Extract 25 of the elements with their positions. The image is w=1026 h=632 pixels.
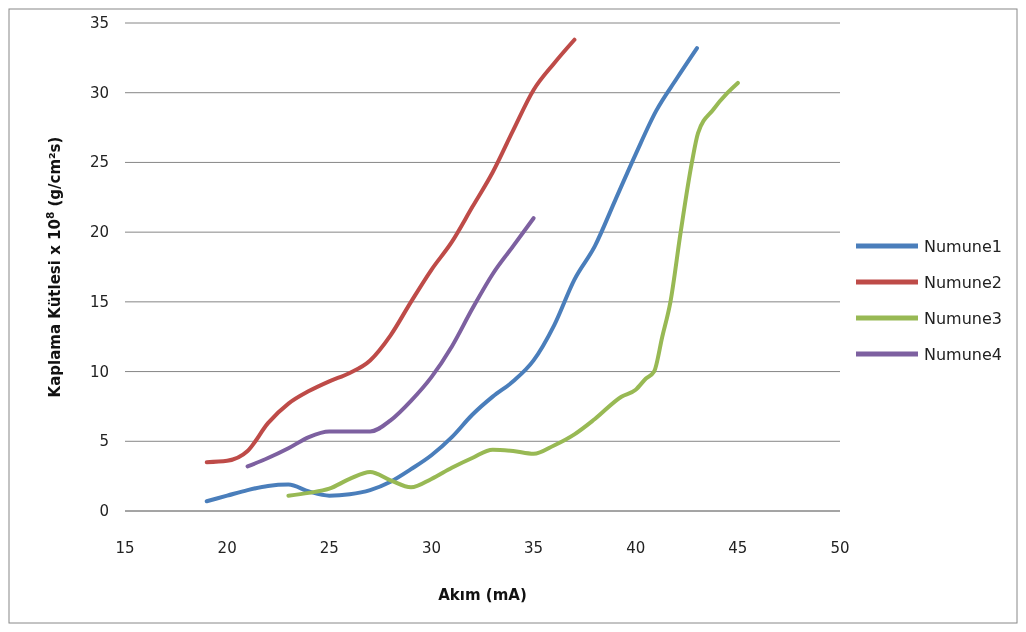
x-tick-label: 15: [115, 539, 135, 557]
legend-label: Numune4: [924, 345, 1002, 364]
legend-label: Numune3: [924, 309, 1002, 328]
y-tick-label: 20: [89, 223, 109, 242]
y-tick-label: 35: [89, 14, 109, 32]
line-series: [204, 46, 699, 504]
legend-label: Numune2: [924, 273, 1002, 292]
x-tick-label: 40: [626, 539, 646, 557]
x-tick-label: 30: [421, 539, 441, 557]
x-tick-label: 50: [830, 539, 850, 557]
y-tick-label: 10: [89, 362, 109, 381]
line-series: [286, 80, 740, 498]
y-tick-label: 25: [89, 153, 109, 172]
x-tick-label: 25: [319, 539, 339, 557]
y-tick-label: 30: [89, 83, 109, 102]
y-tick-label: 0: [99, 502, 109, 520]
x-tick-label: 45: [728, 539, 748, 557]
y-tick-label: 5: [99, 432, 109, 451]
x-tick-label: 35: [524, 539, 544, 557]
legend-label: Numune1: [924, 237, 1002, 256]
x-axis-title: Akım (mA): [438, 586, 527, 604]
y-tick-label: 15: [89, 292, 109, 311]
x-tick-label: 20: [217, 539, 237, 557]
line-series: [204, 37, 577, 465]
line-series: [245, 216, 536, 469]
